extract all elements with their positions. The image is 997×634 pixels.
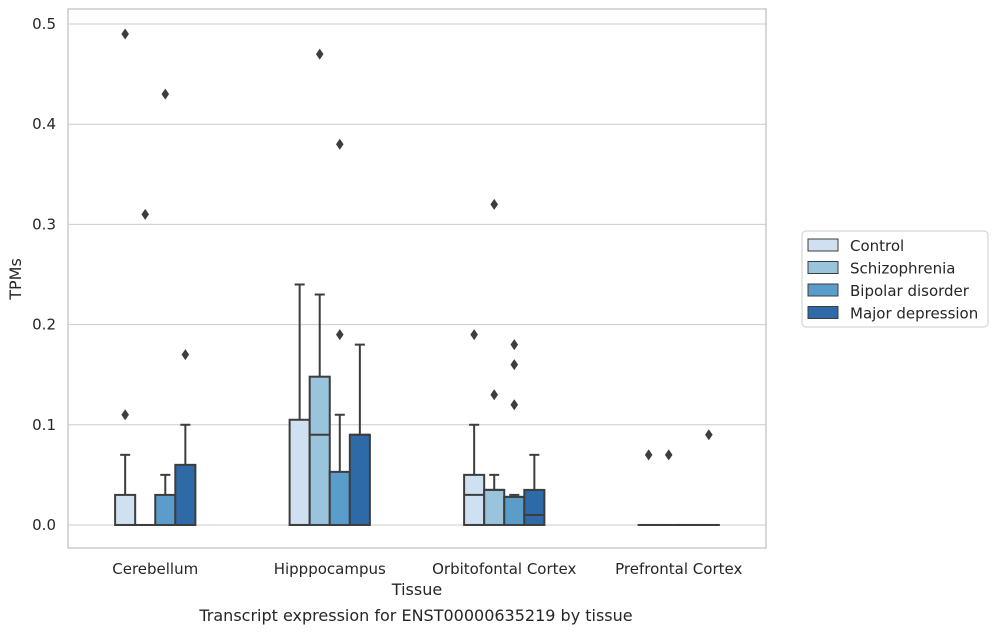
box-1-0 bbox=[134, 208, 157, 526]
legend-swatch bbox=[807, 238, 839, 252]
box-0-1 bbox=[288, 283, 311, 526]
box-1-2 bbox=[483, 198, 506, 526]
iqr-box bbox=[154, 493, 177, 526]
iqr-box bbox=[114, 493, 137, 526]
y-tick-label: 0.3 bbox=[32, 215, 56, 233]
box-2-2 bbox=[503, 339, 526, 526]
legend-label: Bipolar disorder bbox=[850, 282, 970, 300]
legend: Control Schizophrenia Bipolar disorder Majo… bbox=[801, 230, 989, 328]
box-0-2 bbox=[463, 329, 486, 526]
y-tick-label: 0.2 bbox=[32, 316, 56, 334]
legend-item: Control bbox=[807, 237, 904, 255]
legend-label: Control bbox=[850, 237, 904, 255]
box-3-3 bbox=[697, 429, 720, 526]
box-1-3 bbox=[657, 449, 680, 526]
box-0-3 bbox=[637, 449, 660, 526]
legend-swatch bbox=[807, 306, 839, 319]
outlier-point bbox=[490, 389, 499, 401]
x-axis-label: Tissue bbox=[391, 580, 442, 599]
x-tick-label: Prefrontal Cortex bbox=[615, 560, 742, 578]
iqr-box bbox=[308, 375, 331, 526]
box-3-0 bbox=[174, 349, 197, 526]
y-tick-label: 0.1 bbox=[32, 416, 56, 434]
box-3-2 bbox=[523, 453, 546, 526]
outlier-point bbox=[470, 329, 478, 341]
x-tick-label: Cerebellum bbox=[112, 560, 198, 578]
chart-caption: Transcript expression for ENST0000063521… bbox=[199, 606, 633, 625]
plot-frame bbox=[67, 8, 767, 549]
legend-item: Bipolar disorder bbox=[807, 282, 970, 300]
legend-frame bbox=[801, 230, 989, 328]
outlier-point bbox=[664, 449, 673, 461]
x-tick-label: Orbitofontal Cortex bbox=[432, 560, 576, 578]
iqr-box bbox=[483, 488, 506, 526]
x-tick-label: Hipppocampus bbox=[274, 560, 386, 578]
outlier-point bbox=[510, 339, 519, 351]
box-0-0 bbox=[114, 28, 137, 526]
outlier-point bbox=[510, 359, 519, 371]
box-3-1 bbox=[348, 343, 371, 526]
outlier-point bbox=[141, 208, 150, 220]
outlier-point bbox=[161, 88, 170, 100]
box-1-1 bbox=[308, 48, 331, 526]
iqr-box bbox=[328, 470, 351, 526]
legend-item: Schizophrenia bbox=[807, 260, 955, 278]
iqr-box bbox=[463, 473, 486, 526]
iqr-box bbox=[503, 495, 526, 526]
iqr-box bbox=[348, 433, 371, 526]
outlier-point bbox=[181, 349, 190, 361]
outlier-point bbox=[335, 329, 344, 341]
y-axis-label: TPMs bbox=[6, 258, 25, 301]
outlier-point bbox=[644, 449, 653, 461]
legend-label: Major depression bbox=[850, 305, 978, 323]
iqr-box bbox=[174, 463, 197, 526]
outlier-point bbox=[490, 198, 499, 210]
legend-label: Schizophrenia bbox=[850, 260, 955, 278]
outlier-point bbox=[335, 138, 344, 150]
outlier-point bbox=[121, 28, 129, 40]
box-2-1 bbox=[328, 138, 351, 526]
legend-swatch bbox=[807, 261, 839, 274]
legend-item: Major depression bbox=[807, 305, 978, 323]
y-tick-label: 0.4 bbox=[32, 115, 56, 133]
iqr-box bbox=[288, 418, 311, 526]
outlier-point bbox=[121, 409, 129, 421]
outlier-point bbox=[510, 399, 519, 411]
box-2-0 bbox=[154, 88, 177, 526]
boxplot-boxes bbox=[114, 28, 720, 526]
y-tick-label: 0.0 bbox=[32, 516, 56, 534]
outlier-point bbox=[315, 48, 324, 60]
iqr-box bbox=[523, 488, 546, 526]
y-tick-label: 0.5 bbox=[32, 15, 56, 33]
grid-lines bbox=[68, 23, 766, 526]
axes: 0.0 0.1 0.2 0.3 0.4 0.5 Cerebellum Hipppocampus… bbox=[32, 15, 742, 578]
outlier-point bbox=[705, 429, 713, 441]
plot-border bbox=[67, 8, 767, 549]
legend-swatch bbox=[807, 283, 839, 297]
